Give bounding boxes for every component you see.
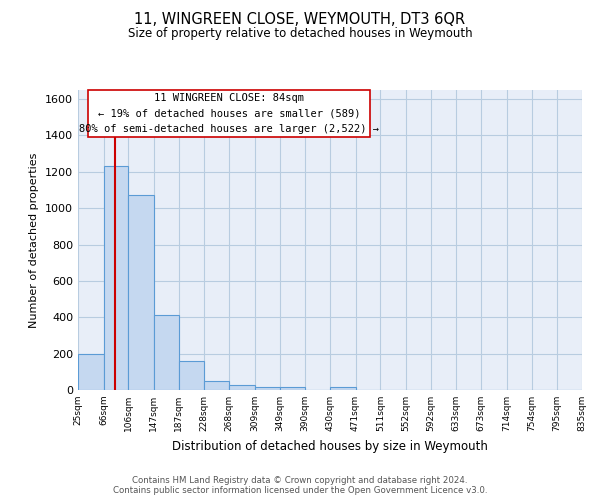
Text: Contains public sector information licensed under the Open Government Licence v3: Contains public sector information licen…	[113, 486, 487, 495]
Bar	[255, 388, 280, 390]
Bar	[179, 361, 205, 390]
Bar	[154, 316, 179, 390]
Text: 11, WINGREEN CLOSE, WEYMOUTH, DT3 6QR: 11, WINGREEN CLOSE, WEYMOUTH, DT3 6QR	[134, 12, 466, 28]
Text: 11 WINGREEN CLOSE: 84sqm
← 19% of detached houses are smaller (589)
80% of semi-: 11 WINGREEN CLOSE: 84sqm ← 19% of detach…	[79, 92, 379, 134]
X-axis label: Distribution of detached houses by size in Weymouth: Distribution of detached houses by size …	[172, 440, 488, 452]
Text: Size of property relative to detached houses in Weymouth: Size of property relative to detached ho…	[128, 28, 472, 40]
Bar	[280, 388, 305, 390]
Bar	[128, 196, 154, 390]
Bar	[330, 388, 356, 390]
Bar	[229, 386, 255, 390]
Bar	[104, 166, 128, 390]
FancyBboxPatch shape	[88, 90, 370, 136]
Bar	[78, 354, 104, 390]
Y-axis label: Number of detached properties: Number of detached properties	[29, 152, 40, 328]
Text: Contains HM Land Registry data © Crown copyright and database right 2024.: Contains HM Land Registry data © Crown c…	[132, 476, 468, 485]
Bar	[205, 381, 229, 390]
